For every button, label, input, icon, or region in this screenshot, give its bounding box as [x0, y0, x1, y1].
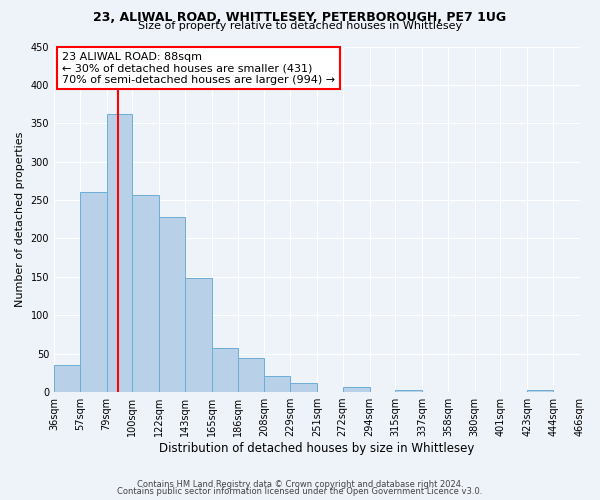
Bar: [185, 278, 212, 392]
Bar: [343, 388, 370, 392]
X-axis label: Distribution of detached houses by size in Whittlesey: Distribution of detached houses by size …: [160, 442, 475, 455]
Bar: [212, 348, 238, 392]
Bar: [290, 383, 317, 392]
Y-axis label: Number of detached properties: Number of detached properties: [15, 132, 25, 307]
Text: 23 ALIWAL ROAD: 88sqm
← 30% of detached houses are smaller (431)
70% of semi-det: 23 ALIWAL ROAD: 88sqm ← 30% of detached …: [62, 52, 335, 85]
Bar: [265, 376, 290, 392]
Text: Size of property relative to detached houses in Whittlesey: Size of property relative to detached ho…: [138, 21, 462, 31]
Bar: [107, 114, 133, 392]
Bar: [527, 390, 553, 392]
Text: Contains public sector information licensed under the Open Government Licence v3: Contains public sector information licen…: [118, 487, 482, 496]
Bar: [238, 358, 265, 392]
Text: Contains HM Land Registry data © Crown copyright and database right 2024.: Contains HM Land Registry data © Crown c…: [137, 480, 463, 489]
Bar: [395, 390, 422, 392]
Bar: [80, 192, 107, 392]
Bar: [133, 196, 159, 392]
Text: 23, ALIWAL ROAD, WHITTLESEY, PETERBOROUGH, PE7 1UG: 23, ALIWAL ROAD, WHITTLESEY, PETERBOROUG…: [94, 11, 506, 24]
Bar: [54, 365, 80, 392]
Bar: [159, 217, 185, 392]
